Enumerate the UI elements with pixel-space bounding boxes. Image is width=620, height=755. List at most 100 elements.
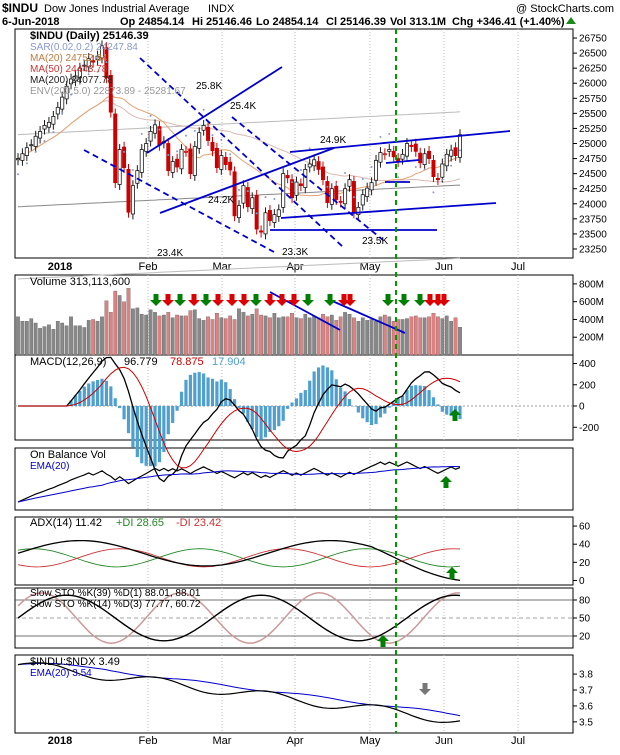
candle xyxy=(171,162,174,173)
price-annotation: 23.3K xyxy=(282,247,308,258)
ytick-label: 3.5 xyxy=(579,717,593,728)
macd-histogram-bar xyxy=(118,406,121,408)
volume-bar xyxy=(127,288,130,355)
xtick-label-relative: Feb xyxy=(139,735,158,747)
candle xyxy=(414,144,417,151)
xtick-label-price: Jul xyxy=(511,261,525,273)
volume-bar xyxy=(171,318,174,355)
legend-ma200: MA(200) 24077.78 xyxy=(30,75,113,86)
macd-histogram-bar xyxy=(184,380,187,406)
volume-bar xyxy=(193,310,196,355)
price-annotation: 23.4K xyxy=(157,248,183,259)
header-credit: @ StockCharts.com xyxy=(516,3,614,15)
red-down-arrow-icon xyxy=(288,294,300,306)
candle xyxy=(215,148,218,167)
relative-title: $INDU:$NDX 3.49 xyxy=(30,656,120,668)
macd-histogram-bar xyxy=(255,406,258,437)
xtick-label-price: 2018 xyxy=(48,261,72,273)
candle xyxy=(167,144,170,171)
candle xyxy=(118,150,121,185)
volume-bar xyxy=(361,318,364,355)
macd-histogram-bar xyxy=(273,406,276,430)
candle xyxy=(145,144,148,152)
macd-histogram-bar xyxy=(127,406,130,433)
sar-dot xyxy=(238,189,240,191)
sar-dot xyxy=(211,134,213,136)
volume-title: Volume 313,113,600 xyxy=(30,276,130,288)
sar-dot xyxy=(17,173,19,175)
red-down-arrow-icon xyxy=(238,294,250,306)
volume-bar xyxy=(264,316,267,355)
macd-histogram-bar xyxy=(189,375,192,406)
sar-dot xyxy=(441,179,443,181)
candle xyxy=(264,213,267,234)
candle xyxy=(43,125,46,129)
volume-bar xyxy=(401,319,404,355)
volume-bar xyxy=(56,321,59,355)
volume-bar xyxy=(184,316,187,355)
green-down-arrow-icon xyxy=(250,294,262,306)
xtick-label-price: Apr xyxy=(286,261,303,273)
macd-histogram-bar xyxy=(330,370,333,406)
ytick-label: 26000 xyxy=(579,79,607,90)
macd-histogram-bar xyxy=(237,406,240,408)
candle xyxy=(458,135,461,158)
ytick-label: 24000 xyxy=(579,199,607,210)
sar-dot xyxy=(432,191,434,193)
header-open: Op 24854.14 xyxy=(120,16,185,28)
candle xyxy=(136,171,139,184)
volume-bar xyxy=(114,291,117,355)
macd-histogram-bar xyxy=(432,397,435,406)
macd-histogram-bar xyxy=(343,391,346,406)
volume-bar xyxy=(242,312,245,355)
volume-bar xyxy=(167,312,170,355)
green-up-arrow-icon xyxy=(446,567,458,579)
xtick-label-relative: Mar xyxy=(213,735,232,747)
green-up-arrow-icon xyxy=(440,476,452,488)
red-down-arrow-icon xyxy=(162,294,174,306)
candle xyxy=(405,144,408,157)
volume-bar xyxy=(445,316,448,355)
red-down-arrow-icon xyxy=(264,294,276,306)
macd-histogram-bar xyxy=(282,406,285,421)
candle xyxy=(220,156,223,170)
candle xyxy=(202,125,205,130)
sar-dot xyxy=(158,129,160,131)
volume-bar xyxy=(259,315,262,355)
volume-bar xyxy=(295,318,298,355)
macd-histogram-bar xyxy=(198,372,201,406)
candle xyxy=(299,184,302,186)
candle xyxy=(211,142,214,150)
volume-bar xyxy=(224,319,227,355)
macd-histogram-bar xyxy=(419,386,422,406)
ytick-label: 200M xyxy=(579,333,604,344)
sar-dot xyxy=(300,169,302,171)
sar-dot xyxy=(326,186,328,188)
volume-bar xyxy=(206,317,209,355)
macd-histogram-bar xyxy=(290,403,293,406)
volume-bar xyxy=(30,319,33,355)
candle xyxy=(339,201,342,202)
sar-dot xyxy=(167,154,169,156)
volume-bar xyxy=(290,313,293,355)
candle xyxy=(277,210,280,217)
legend-ma20: MA(20) 24752.84 xyxy=(30,53,108,64)
sto-legend-1: Slow STO %K(39) %D(1) 88.01, 88.01 xyxy=(30,588,201,599)
ytick-label: 3.8 xyxy=(579,670,593,681)
candle xyxy=(335,186,338,199)
ytick-label: -200 xyxy=(579,423,599,434)
green-down-arrow-icon xyxy=(382,294,394,306)
ytick-label: 26750 xyxy=(579,34,607,45)
sto-legend-2: Slow STO %K(14) %D(3) 77.77, 60.72 xyxy=(30,599,201,610)
candle xyxy=(16,159,19,160)
volume-bar xyxy=(175,315,178,355)
sar-dot xyxy=(265,196,267,198)
green-down-arrow-icon xyxy=(398,294,410,306)
ytick-label: 80 xyxy=(579,596,591,607)
green-up-arrow-icon xyxy=(377,635,389,647)
ytick-label: 26250 xyxy=(579,64,607,75)
gray-down-arrow-icon xyxy=(419,683,431,695)
candle xyxy=(198,133,201,149)
macd-histogram-bar xyxy=(436,404,439,406)
candle xyxy=(61,97,64,109)
